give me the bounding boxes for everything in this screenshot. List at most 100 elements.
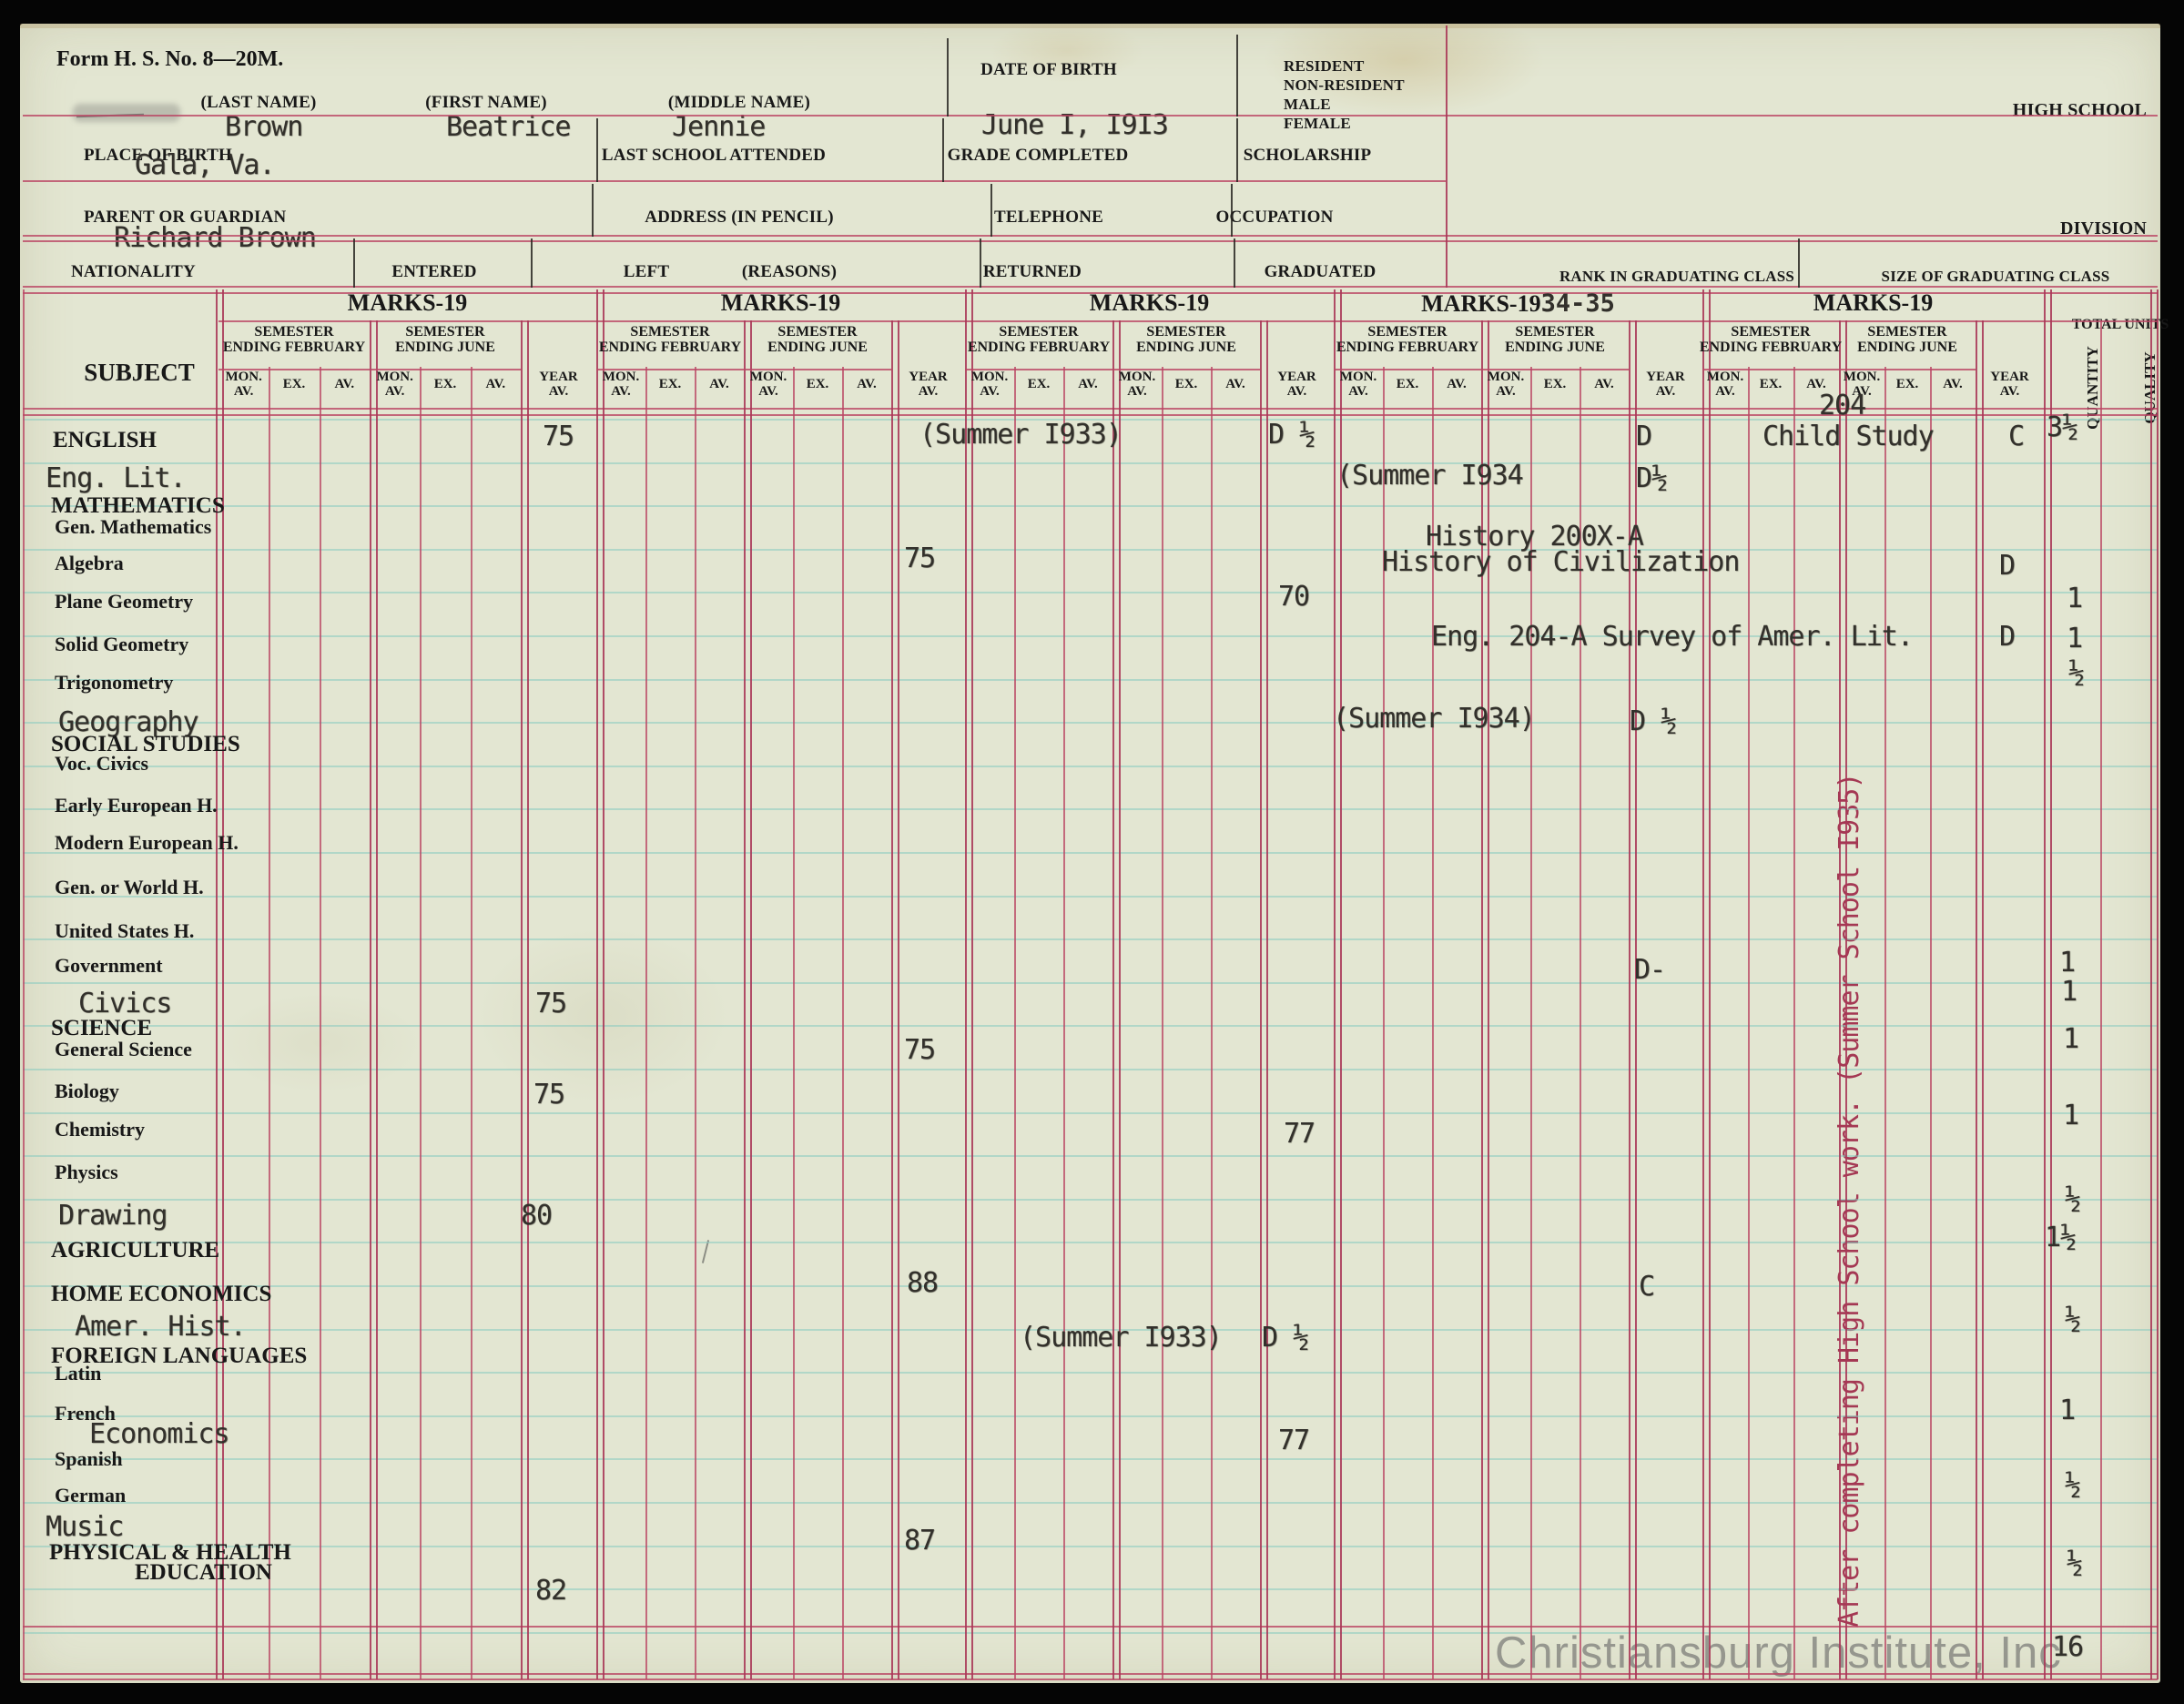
rule-line xyxy=(1266,320,1268,1679)
mark-value: D ½ xyxy=(1630,705,1677,737)
mark-value: 1 xyxy=(2059,1395,2076,1426)
rule-line xyxy=(1976,320,1977,1679)
telephone-label: TELEPHONE xyxy=(993,208,1104,227)
subject-label: EDUCATION xyxy=(135,1560,272,1585)
mark-value: 1 xyxy=(2059,947,2076,979)
ledger-line xyxy=(23,808,2158,811)
rule-line xyxy=(1709,289,1711,1679)
rule-line xyxy=(1839,320,1841,1679)
mark-subcolumn-header: EX. xyxy=(1396,377,1419,391)
mark-value: History of Civilization xyxy=(1382,546,1740,578)
mark-subcolumn-header: EX. xyxy=(282,377,306,391)
subject-label-typed: Music xyxy=(46,1511,124,1543)
mark-value: 75 xyxy=(535,988,567,1019)
subject-label: United States H. xyxy=(55,919,195,942)
rule-line xyxy=(1340,289,1342,1679)
ledger-line xyxy=(23,1242,2158,1244)
ledger-line xyxy=(23,722,2158,725)
mark-value: History 200X-A xyxy=(1426,521,1644,553)
marks-group-title: MARKS-19 xyxy=(1813,289,1934,316)
ledger-line xyxy=(23,1588,2158,1591)
marks-group-title: MARKS-19 xyxy=(720,289,841,316)
marks-group-year-typed: 34-35 xyxy=(1540,289,1615,318)
divider-line xyxy=(1236,118,1238,182)
subject-label: FOREIGN LANGUAGES xyxy=(51,1344,308,1368)
last-name-label: (LAST NAME) xyxy=(200,93,317,112)
mark-subcolumn-header: MON. AV. xyxy=(225,370,262,399)
rule-line xyxy=(218,369,521,370)
rule-line xyxy=(596,369,891,370)
subject-label: Trigonometry xyxy=(55,671,174,694)
year-av-header: YEAR AV. xyxy=(1646,370,1685,399)
rule-line xyxy=(1530,367,1532,1679)
rule-line xyxy=(23,289,25,1679)
subject-label: Physics xyxy=(55,1161,118,1183)
mark-value: 1½ xyxy=(2045,1222,2077,1253)
subject-label: Algebra xyxy=(55,552,124,574)
ledger-line xyxy=(23,938,2158,941)
mark-value: (Summer I933) xyxy=(1020,1322,1223,1354)
rule-line xyxy=(1260,320,1262,1679)
semester-june-header: SEMESTER ENDING JUNE xyxy=(767,324,868,355)
ledger-line xyxy=(23,1502,2158,1504)
subject-label: Latin xyxy=(55,1362,102,1384)
rule-line xyxy=(965,289,967,1679)
mark-value: ½ xyxy=(2068,657,2085,689)
subject-label: Government xyxy=(55,954,163,977)
mark-value: 70 xyxy=(1278,581,1310,613)
rule-line xyxy=(23,414,2158,416)
mark-subcolumn-header: AV. xyxy=(1078,377,1098,391)
left-label: LEFT xyxy=(623,262,670,281)
subject-label: Chemistry xyxy=(55,1118,145,1141)
rule-line xyxy=(23,286,2158,288)
mark-value: 1 xyxy=(2063,1100,2079,1131)
grade-completed-label: GRADE COMPLETED xyxy=(947,146,1129,165)
date-of-birth-label: DATE OF BIRTH xyxy=(980,60,1117,79)
returned-label: RETURNED xyxy=(982,262,1082,281)
rule-line xyxy=(596,289,598,1679)
subject-label-typed: Eng. Lit. xyxy=(46,462,187,494)
rule-line xyxy=(1383,367,1385,1679)
mark-subcolumn-header: AV. xyxy=(1943,377,1963,391)
mark-subcolumn-header: MON. AV. xyxy=(602,370,640,399)
rule-line xyxy=(1629,320,1630,1679)
rule-line xyxy=(1930,367,1932,1679)
mark-value: 1 xyxy=(2067,623,2083,654)
rule-line xyxy=(370,320,371,1679)
subject-label-typed: Economics xyxy=(89,1418,230,1450)
rule-line xyxy=(1793,367,1795,1679)
mark-value: Child Study xyxy=(1762,421,1935,452)
mark-value: 1 xyxy=(2061,976,2077,1008)
mark-value: 75 xyxy=(533,1079,565,1111)
subject-label-typed: Civics xyxy=(78,988,172,1019)
mark-subcolumn-header: EX. xyxy=(1895,377,1919,391)
rule-line xyxy=(1334,289,1336,1679)
subject-label: Early European H. xyxy=(55,794,218,816)
ledger-line xyxy=(23,592,2158,594)
mark-value: ½ xyxy=(2067,1547,2083,1579)
mark-subcolumn-header: EX. xyxy=(806,377,829,391)
rule-line xyxy=(1112,320,1114,1679)
mark-value: 3½ xyxy=(2047,411,2078,443)
subject-label: General Science xyxy=(55,1038,192,1060)
mark-value: D xyxy=(1999,621,2016,653)
ledger-line xyxy=(23,635,2158,637)
subject-label: Plane Geometry xyxy=(55,590,194,613)
rule-line xyxy=(23,1679,2158,1680)
subject-label: Gen. Mathematics xyxy=(55,515,212,538)
rule-line xyxy=(23,115,2158,117)
divider-line xyxy=(596,118,598,182)
mark-subcolumn-header: EX. xyxy=(433,377,457,391)
mark-subcolumn-header: AV. xyxy=(857,377,877,391)
mark-subcolumn-header: EX. xyxy=(1543,377,1567,391)
first-name-label: (FIRST NAME) xyxy=(425,93,547,112)
ledger-line xyxy=(23,1155,2158,1158)
mark-subcolumn-header: MON. AV. xyxy=(970,370,1009,399)
rule-line xyxy=(603,289,604,1679)
pencil-smudge xyxy=(73,104,180,122)
subject-label: Voc. Civics xyxy=(55,752,149,775)
mark-value: ½ xyxy=(2065,1183,2081,1215)
rule-line xyxy=(965,369,1260,370)
rule-line xyxy=(1211,367,1213,1679)
rule-line xyxy=(2150,289,2152,1679)
